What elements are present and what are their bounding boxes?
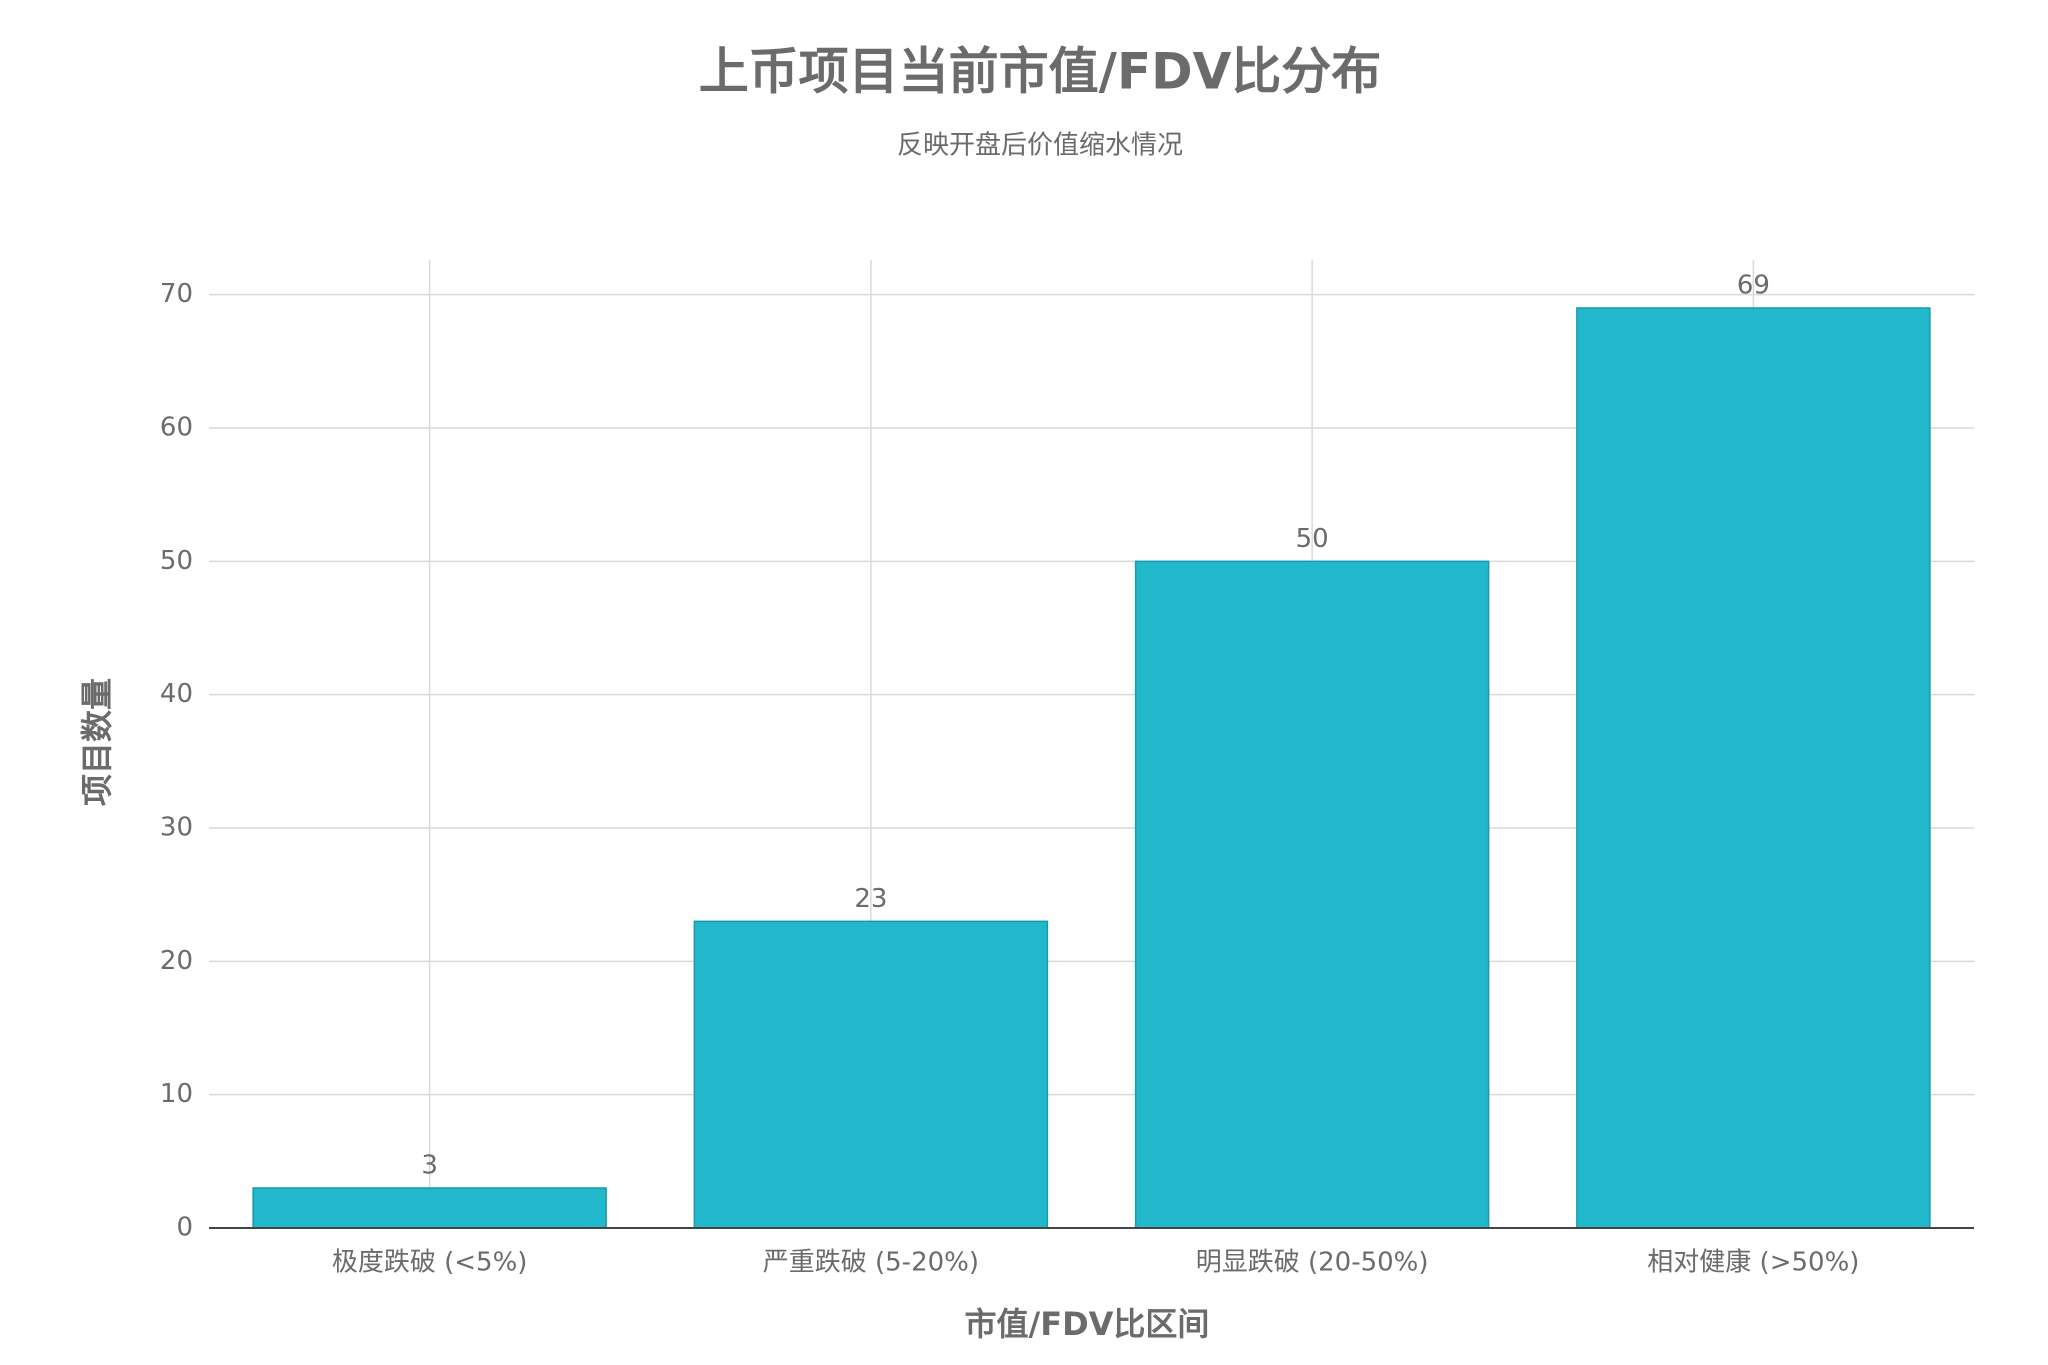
bar <box>252 1187 607 1229</box>
y-tick-label: 40 <box>160 679 193 709</box>
bar <box>693 920 1049 1229</box>
y-tick-label: 20 <box>160 946 193 976</box>
value-label: 69 <box>1737 271 1770 301</box>
chart-title: 上币项目当前市值/FDV比分布 <box>699 43 1382 101</box>
y-tick-label: 30 <box>160 813 193 843</box>
y-tick-label: 70 <box>160 279 193 309</box>
x-tick-label: 严重跌破 (5-20%) <box>763 1248 979 1278</box>
y-tick-label: 0 <box>176 1213 193 1243</box>
x-tick-label: 极度跌破 (<5%) <box>332 1248 528 1278</box>
y-axis-title: 项目数量 <box>78 678 116 806</box>
value-label: 3 <box>421 1151 438 1181</box>
y-tick-label: 10 <box>160 1079 193 1109</box>
bar <box>1576 307 1931 1229</box>
bar <box>1134 560 1490 1229</box>
y-tick-label: 50 <box>160 546 193 576</box>
y-tick-label: 60 <box>160 413 193 443</box>
x-axis-title: 市值/FDV比区间 <box>965 1305 1210 1343</box>
x-tick-label: 明显跌破 (20-50%) <box>1196 1248 1429 1278</box>
x-tick-label: 相对健康 (>50%) <box>1647 1248 1859 1278</box>
chart-subtitle: 反映开盘后价值缩水情况 <box>897 131 1183 161</box>
value-label: 23 <box>854 884 887 914</box>
value-label: 50 <box>1296 524 1329 554</box>
